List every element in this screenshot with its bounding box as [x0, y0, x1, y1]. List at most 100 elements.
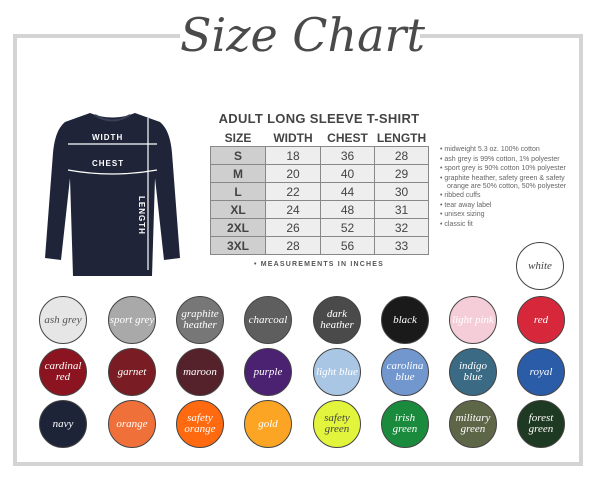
swatch-orange[interactable]: orange: [108, 400, 156, 448]
feature-item: classic fit: [440, 221, 580, 229]
swatch-label: forest green: [528, 412, 554, 435]
shirt-image: [45, 113, 180, 276]
swatch-label: navy: [52, 417, 74, 430]
chest-cell: 36: [320, 146, 375, 165]
swatch-white[interactable]: white: [516, 242, 564, 290]
width-cell: 18: [265, 146, 321, 165]
swatch-gold[interactable]: gold: [244, 400, 292, 448]
swatch-label: maroon: [183, 365, 217, 378]
swatch-purple[interactable]: purple: [244, 348, 292, 396]
swatch-label: white: [528, 259, 552, 272]
swatch-black[interactable]: black: [381, 296, 429, 344]
chest-cell: 56: [320, 236, 375, 255]
size-cell: 2XL: [210, 218, 266, 237]
swatch-label: safety green: [324, 412, 350, 435]
swatch-graphite-heather[interactable]: graphite heather: [176, 296, 224, 344]
width-cell: 24: [265, 200, 321, 219]
swatch-label: graphite heather: [181, 308, 219, 331]
swatch-label: cardinal red: [44, 360, 82, 383]
chest-label: CHEST: [92, 159, 124, 168]
swatch-garnet[interactable]: garnet: [108, 348, 156, 396]
length-cell: 33: [374, 236, 429, 255]
swatch-label: indigo blue: [458, 360, 488, 383]
size-cell: L: [210, 182, 266, 201]
swatch-label: red: [533, 313, 549, 326]
swatch-navy[interactable]: navy: [39, 400, 87, 448]
length-cell: 30: [374, 182, 429, 201]
swatch-label: dark heather: [320, 308, 354, 331]
swatch-safety-orange[interactable]: safety orange: [176, 400, 224, 448]
swatch-label: black: [393, 313, 417, 326]
table-row: S 18 36 28: [210, 146, 429, 165]
header-size: SIZE: [224, 130, 252, 145]
swatch-label: garnet: [117, 365, 147, 378]
length-cell: 31: [374, 200, 429, 219]
table-row: 2XL 26 52 32: [210, 218, 429, 237]
swatch-ash-grey[interactable]: ash grey: [39, 296, 87, 344]
swatch-label: purple: [253, 365, 283, 378]
feature-item: graphite heather, safety green & safety …: [440, 175, 580, 191]
header-chest: CHEST: [327, 130, 368, 145]
swatch-light-pink[interactable]: light pink: [449, 296, 497, 344]
table-row: M 20 40 29: [210, 164, 429, 183]
swatch-light-blue[interactable]: light blue: [313, 348, 361, 396]
swatch-indigo-blue[interactable]: indigo blue: [449, 348, 497, 396]
length-cell: 28: [374, 146, 429, 165]
swatch-military-green[interactable]: military green: [449, 400, 497, 448]
table-row: XL 24 48 31: [210, 200, 429, 219]
measurement-note: • MEASUREMENTS IN INCHES: [253, 261, 385, 268]
swatch-label: orange: [116, 417, 148, 430]
swatch-cardinal-red[interactable]: cardinal red: [39, 348, 87, 396]
width-cell: 28: [265, 236, 321, 255]
header-width: WIDTH: [273, 130, 313, 145]
feature-item: ash grey is 99% cotton, 1% polyester: [440, 156, 580, 164]
chest-cell: 52: [320, 218, 375, 237]
length-cell: 29: [374, 164, 429, 183]
shirt-diagram: WIDTH CHEST LENGTH: [45, 113, 180, 276]
feature-item: ribbed cuffs: [440, 192, 580, 200]
swatch-label: sport grey: [109, 313, 155, 326]
size-cell: M: [210, 164, 266, 183]
swatch-label: military green: [455, 412, 491, 435]
feature-item: tear away label: [440, 202, 580, 210]
feature-list: midweight 5.3 oz. 100% cotton ash grey is…: [440, 146, 580, 230]
size-cell: XL: [210, 200, 266, 219]
swatch-sport-grey[interactable]: sport grey: [108, 296, 156, 344]
swatch-maroon[interactable]: maroon: [176, 348, 224, 396]
swatch-royal[interactable]: royal: [517, 348, 565, 396]
width-cell: 22: [265, 182, 321, 201]
swatch-safety-green[interactable]: safety green: [313, 400, 361, 448]
length-cell: 32: [374, 218, 429, 237]
swatch-label: carolina blue: [386, 360, 424, 383]
swatch-label: royal: [529, 365, 553, 378]
width-cell: 20: [265, 164, 321, 183]
swatch-label: ash grey: [44, 313, 82, 326]
swatch-label: charcoal: [248, 313, 288, 326]
table-row: 3XL 28 56 33: [210, 236, 429, 255]
feature-item: sport grey is 90% cotton 10% polyester: [440, 165, 580, 173]
table-header: SIZE WIDTH CHEST LENGTH: [211, 129, 429, 147]
length-label: LENGTH: [137, 196, 146, 235]
swatch-forest-green[interactable]: forest green: [517, 400, 565, 448]
chest-cell: 40: [320, 164, 375, 183]
product-title: ADULT LONG SLEEVE T-SHIRT: [218, 111, 420, 126]
swatch-red[interactable]: red: [517, 296, 565, 344]
size-cell: S: [210, 146, 266, 165]
swatch-label: light blue: [316, 365, 358, 378]
swatch-label: safety orange: [184, 412, 216, 435]
chest-cell: 44: [320, 182, 375, 201]
swatch-label: gold: [258, 417, 278, 430]
size-cell: 3XL: [210, 236, 266, 255]
feature-item: midweight 5.3 oz. 100% cotton: [440, 146, 580, 154]
swatch-irish-green[interactable]: irish green: [381, 400, 429, 448]
size-table: SIZE WIDTH CHEST LENGTH S 18 36 28 M 20 40 29 L 2…: [210, 129, 429, 255]
swatch-charcoal[interactable]: charcoal: [244, 296, 292, 344]
width-cell: 26: [265, 218, 321, 237]
header-length: LENGTH: [376, 130, 427, 145]
width-label: WIDTH: [92, 133, 123, 142]
chest-cell: 48: [320, 200, 375, 219]
swatch-label: irish green: [392, 412, 418, 435]
swatch-label: light pink: [452, 313, 494, 326]
swatch-carolina-blue[interactable]: carolina blue: [381, 348, 429, 396]
swatch-dark-heather[interactable]: dark heather: [313, 296, 361, 344]
